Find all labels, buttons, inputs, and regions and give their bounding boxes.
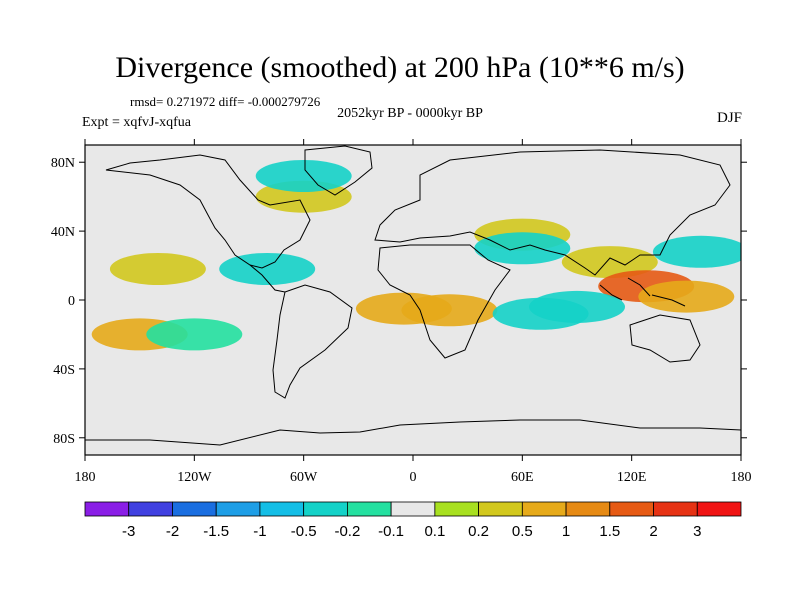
colorbar-swatch-2 (128, 501, 173, 517)
colorbar-swatch-11 (521, 501, 567, 517)
colorbar-label-8: 0.1 (424, 523, 445, 540)
x-tick-label-7: 180 (731, 470, 752, 485)
coastline-maritime-continent (599, 277, 686, 307)
colorbar-swatch-12 (565, 501, 611, 517)
colorbar-swatch-13 (609, 501, 654, 517)
coastline-eurasia (374, 149, 731, 276)
period-label: 2052kyr BP - 0000kyr BP (337, 106, 483, 121)
x-tick-label-1: 180 (75, 470, 96, 485)
colorbar-swatch-1 (84, 501, 130, 517)
y-tick-label-5: 80S (53, 432, 75, 447)
colorbar-label-12: 1.5 (599, 523, 620, 540)
colorbar-label-4: -1 (253, 523, 266, 540)
y-tick-label-3: 0 (68, 294, 75, 309)
colorbar-label-7: -0.1 (378, 523, 404, 540)
anomaly-region-13 (219, 253, 316, 285)
y-tick-label-1: 80N (51, 156, 75, 171)
colorbar-label-2: -2 (166, 523, 179, 540)
season-label: DJF (716, 110, 742, 126)
colorbar-label-1: -3 (122, 523, 135, 540)
colorbar-swatch-7 (346, 501, 392, 517)
coastline-south-america (272, 284, 353, 399)
anomaly-region-11 (109, 253, 206, 285)
coastline-greenland (304, 145, 373, 196)
y-tick-label-2: 40N (51, 225, 75, 240)
colorbar-swatch-9 (434, 501, 479, 517)
coastline-australia (629, 314, 701, 363)
chart-title: Divergence (smoothed) at 200 hPa (10**6 … (115, 51, 685, 84)
stats-text: rmsd= 0.271972 diff= -0.000279726 (130, 94, 321, 109)
x-tick-label-5: 60E (511, 470, 534, 485)
x-tick-label-4: 0 (410, 470, 417, 485)
coastline-north-america (105, 154, 311, 269)
coastline-central-america (249, 264, 286, 293)
colorbar-label-9: 0.2 (468, 523, 489, 540)
colorbar-label-14: 3 (693, 523, 701, 540)
colorbar-swatch-14 (653, 501, 698, 517)
colorbar-label-6: -0.2 (334, 523, 360, 540)
experiment-label: Expt = xqfvJ-xqfua (82, 115, 191, 130)
x-tick-label-3: 60W (290, 470, 318, 485)
colorbar-label-11: 1 (562, 523, 570, 540)
colorbar-label-5: -0.5 (291, 523, 317, 540)
anomaly-region-3 (561, 246, 658, 279)
anomaly-region-16 (255, 160, 352, 192)
colorbar-swatch-15 (696, 501, 742, 517)
colorbar-swatch-4 (215, 501, 261, 517)
anomaly-region-14 (146, 318, 243, 351)
anomaly-region-10 (529, 290, 625, 323)
anomaly-region-6 (652, 235, 741, 268)
colorbar-label-10: 0.5 (512, 523, 533, 540)
x-tick-label-6: 120E (617, 470, 647, 485)
colorbar-swatch-5 (259, 501, 305, 517)
colorbar-swatch-6 (303, 501, 348, 517)
anomaly-region-2 (474, 232, 571, 265)
colorbar-label-13: 2 (649, 523, 657, 540)
colorbar-swatch-10 (478, 501, 523, 517)
coastline-antarctica (85, 419, 741, 446)
x-tick-label-2: 120W (177, 470, 212, 485)
anomaly-region-8 (401, 294, 498, 327)
anomaly-region-5 (638, 280, 735, 313)
coastline-africa (377, 244, 511, 359)
colorbar-swatch-8 (390, 501, 436, 517)
y-tick-label-4: 40S (53, 363, 75, 378)
colorbar-label-3: -1.5 (203, 523, 229, 540)
colorbar-swatch-3 (172, 501, 217, 517)
